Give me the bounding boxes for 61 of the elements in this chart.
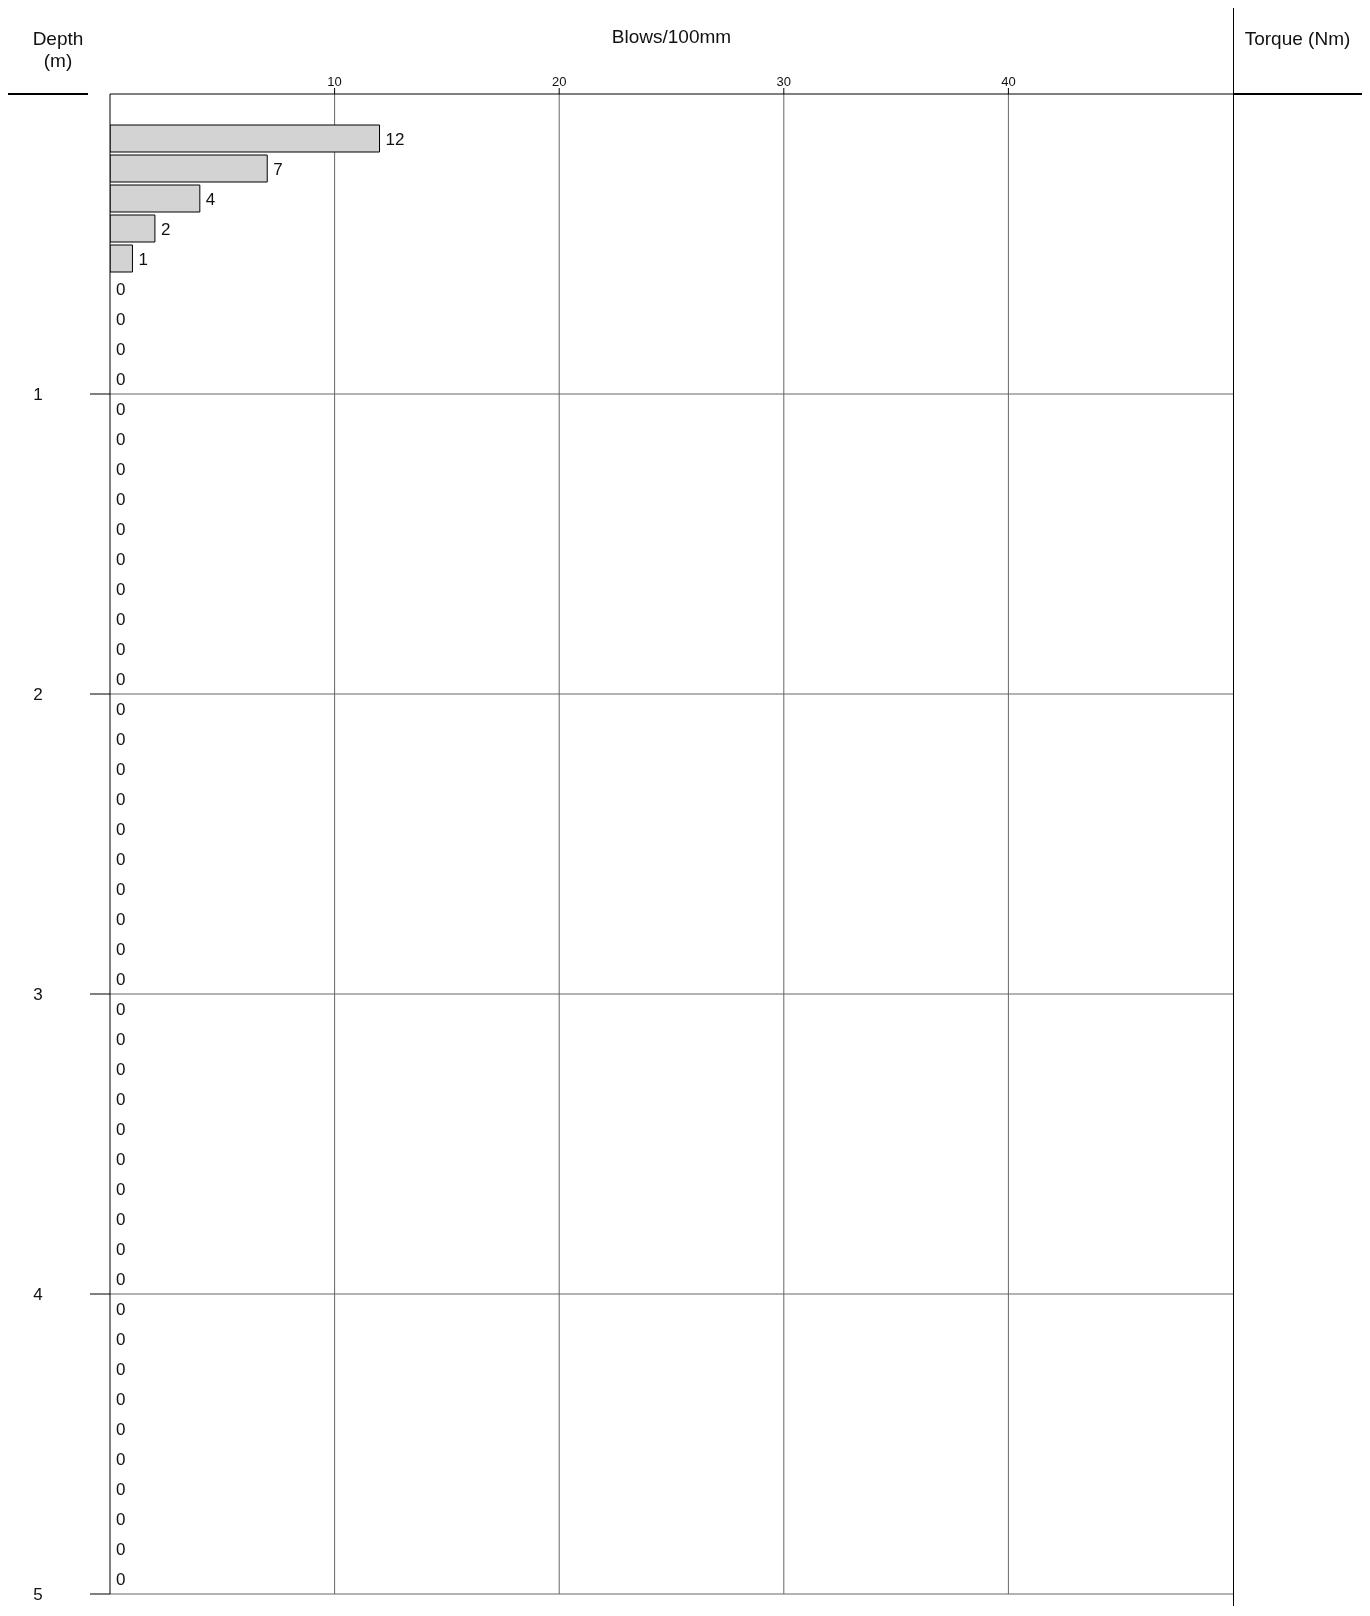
- y-tick-label: 4: [33, 1285, 43, 1305]
- data-label: 4: [205, 189, 216, 209]
- data-label: 0: [116, 1509, 126, 1529]
- x-tick-label: 30: [776, 74, 792, 89]
- data-label: 0: [116, 489, 126, 509]
- data-label: 0: [116, 459, 126, 479]
- data-label: 0: [116, 639, 126, 659]
- data-label: 0: [116, 939, 126, 959]
- data-label: 0: [116, 1359, 126, 1379]
- data-label: 0: [116, 1179, 126, 1199]
- data-label: 0: [116, 1119, 126, 1139]
- data-label: 7: [273, 159, 283, 179]
- data-label: 0: [116, 1389, 126, 1409]
- data-label: 0: [116, 1149, 126, 1169]
- data-label: 0: [116, 369, 126, 389]
- data-label: 0: [116, 849, 126, 869]
- data-label: 0: [116, 519, 126, 539]
- data-label: 0: [116, 1089, 126, 1109]
- data-label: 0: [116, 279, 126, 299]
- y-tick-label: 5: [33, 1585, 43, 1605]
- x-axis-title: Blows/100mm: [610, 26, 733, 48]
- data-label: 0: [116, 969, 126, 989]
- y-axis-title: Depth (m): [31, 28, 85, 72]
- data-label: 0: [116, 1059, 126, 1079]
- data-label: 0: [116, 729, 126, 749]
- x-tick-label: 10: [327, 74, 342, 89]
- data-label: 0: [116, 999, 126, 1019]
- data-label: 0: [116, 1419, 126, 1439]
- data-label: 0: [116, 429, 126, 449]
- data-label: 0: [116, 699, 126, 719]
- data-label: 0: [116, 1269, 126, 1289]
- data-label: 0: [116, 579, 126, 599]
- data-label: 0: [116, 759, 126, 779]
- data-label: 0: [116, 1329, 126, 1349]
- data-label: 0: [116, 1449, 126, 1469]
- data-label: 0: [116, 1479, 126, 1499]
- data-label: 0: [116, 609, 126, 629]
- data-label: 2: [160, 219, 171, 239]
- data-label: 0: [116, 339, 126, 359]
- data-label: 0: [116, 909, 126, 929]
- y2-axis-title: Torque (Nm): [1243, 28, 1352, 50]
- data-label: 0: [116, 789, 126, 809]
- x-tick-label: 40: [1001, 74, 1016, 89]
- data-label: 0: [116, 879, 126, 899]
- data-label: 0: [116, 1209, 126, 1229]
- data-label: 0: [116, 1029, 126, 1049]
- data-label: 0: [116, 399, 126, 419]
- data-label: 1: [138, 249, 148, 269]
- data-label: 0: [116, 1569, 126, 1589]
- y-tick-label: 2: [33, 685, 43, 705]
- y-tick-label: 1: [33, 385, 43, 405]
- data-label: 0: [116, 549, 126, 569]
- data-label: 0: [116, 669, 126, 689]
- data-label: 0: [116, 1299, 126, 1319]
- x-tick-label: 20: [551, 74, 567, 89]
- y-tick-label: 3: [33, 985, 43, 1005]
- data-label: 12: [385, 129, 405, 149]
- data-label: 0: [116, 1239, 126, 1259]
- data-label: 0: [116, 819, 126, 839]
- data-label: 0: [116, 1539, 126, 1559]
- data-label: 0: [116, 309, 126, 329]
